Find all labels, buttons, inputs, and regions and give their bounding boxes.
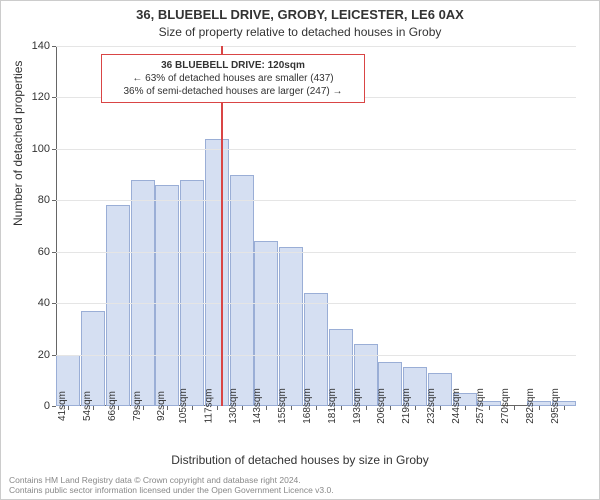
annotation-line2: ← 63% of detached houses are smaller (43…	[108, 72, 358, 85]
xtick-label: 130sqm	[224, 388, 239, 424]
bar	[254, 241, 278, 406]
xtick-label: 206sqm	[372, 388, 387, 424]
footer-line1: Contains HM Land Registry data © Crown c…	[9, 475, 334, 485]
title-address: 36, BLUEBELL DRIVE, GROBY, LEICESTER, LE…	[1, 7, 599, 22]
xtick-mark	[539, 406, 540, 410]
xtick-mark	[415, 406, 416, 410]
xtick-label: 143sqm	[249, 388, 264, 424]
xtick-mark	[242, 406, 243, 410]
gridline	[56, 200, 576, 201]
ytick-label: 40	[38, 297, 56, 309]
xtick-mark	[118, 406, 119, 410]
gridline	[56, 46, 576, 47]
xtick-mark	[167, 406, 168, 410]
xtick-label: 244sqm	[447, 388, 462, 424]
xtick-mark	[68, 406, 69, 410]
xtick-mark	[514, 406, 515, 410]
ytick-label: 20	[38, 349, 56, 361]
annotation-line1: 36 BLUEBELL DRIVE: 120sqm	[108, 59, 358, 72]
xtick-mark	[465, 406, 466, 410]
xtick-label: 105sqm	[174, 388, 189, 424]
xtick-mark	[217, 406, 218, 410]
plot-area: 02040608010012014041sqm54sqm66sqm79sqm92…	[56, 46, 576, 406]
xtick-mark	[366, 406, 367, 410]
gridline	[56, 149, 576, 150]
xtick-mark	[390, 406, 391, 410]
xtick-mark	[564, 406, 565, 410]
xtick-label: 54sqm	[78, 391, 93, 421]
xtick-label: 117sqm	[200, 389, 215, 424]
xtick-label: 155sqm	[273, 388, 288, 424]
xtick-label: 66sqm	[103, 391, 118, 421]
xtick-label: 181sqm	[323, 388, 338, 424]
xtick-mark	[192, 406, 193, 410]
xtick-mark	[291, 406, 292, 410]
xtick-label: 219sqm	[397, 388, 412, 424]
bar	[180, 180, 204, 406]
xtick-label: 257sqm	[472, 388, 487, 424]
gridline	[56, 252, 576, 253]
y-axis-label: Number of detached properties	[11, 61, 25, 226]
gridline	[56, 303, 576, 304]
xtick-mark	[440, 406, 441, 410]
xtick-label: 41sqm	[53, 391, 68, 421]
chart-container: 36, BLUEBELL DRIVE, GROBY, LEICESTER, LE…	[0, 0, 600, 500]
xtick-label: 295sqm	[546, 388, 561, 424]
xtick-mark	[266, 406, 267, 410]
ytick-label: 80	[38, 194, 56, 206]
xtick-label: 79sqm	[128, 391, 143, 421]
annotation-box: 36 BLUEBELL DRIVE: 120sqm← 63% of detach…	[101, 54, 365, 103]
bar	[155, 185, 179, 406]
x-axis-label: Distribution of detached houses by size …	[1, 453, 599, 467]
xtick-label: 193sqm	[348, 388, 363, 424]
footer-line2: Contains public sector information licen…	[9, 485, 334, 495]
xtick-mark	[316, 406, 317, 410]
xtick-mark	[93, 406, 94, 410]
bar	[279, 247, 303, 406]
ytick-label: 100	[32, 143, 56, 155]
xtick-mark	[489, 406, 490, 410]
ytick-label: 60	[38, 246, 56, 258]
xtick-label: 92sqm	[152, 391, 167, 421]
bar	[230, 175, 254, 406]
xtick-label: 232sqm	[422, 388, 437, 424]
title-subtitle: Size of property relative to detached ho…	[1, 25, 599, 39]
xtick-label: 168sqm	[298, 388, 313, 424]
ytick-label: 120	[32, 91, 56, 103]
xtick-label: 270sqm	[496, 388, 511, 424]
ytick-label: 140	[32, 40, 56, 52]
bar	[106, 205, 130, 406]
footer-attribution: Contains HM Land Registry data © Crown c…	[9, 475, 334, 495]
bar	[131, 180, 155, 406]
xtick-label: 282sqm	[521, 388, 536, 424]
xtick-mark	[341, 406, 342, 410]
bar	[205, 139, 229, 406]
gridline	[56, 355, 576, 356]
annotation-line3: 36% of semi-detached houses are larger (…	[108, 85, 358, 98]
